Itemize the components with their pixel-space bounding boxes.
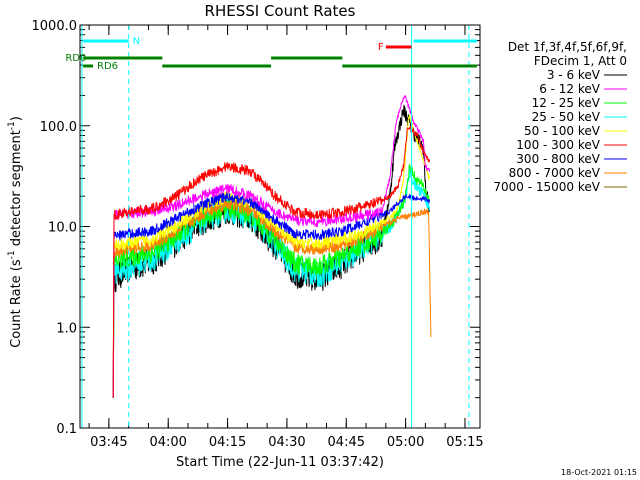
x-tick-label: 04:00 bbox=[149, 435, 186, 450]
legend-label: 7000 - 15000 keV bbox=[493, 180, 600, 194]
x-tick-label: 04:15 bbox=[209, 435, 246, 450]
attenuator-overlay: N F RD0 RD6 bbox=[65, 25, 477, 428]
series-line-7 bbox=[112, 191, 430, 398]
state-label-n: N bbox=[133, 36, 140, 47]
legend-label: 3 - 6 keV bbox=[547, 68, 601, 82]
state-label-rd6: RD6 bbox=[97, 61, 118, 72]
y-tick-label: 0.1 bbox=[56, 422, 77, 437]
legend-label: 300 - 800 keV bbox=[516, 152, 600, 166]
x-tick-labels: 03:45 04:00 04:15 04:30 04:45 05:00 05:15 bbox=[90, 435, 484, 450]
legend: Det 1f,3f,4f,5f,6f,9f, FDecim 1, Att 0 3… bbox=[493, 40, 627, 194]
y-axis-label-part-1: Count Rate (s bbox=[9, 259, 24, 348]
legend-header-line-1: Det 1f,3f,4f,5f,6f,9f, bbox=[508, 40, 627, 54]
y-tick-label: 10.0 bbox=[48, 221, 77, 236]
y-axis-label-sup-1: -1 bbox=[7, 250, 17, 259]
y-axis-label-part-3: ) bbox=[9, 116, 24, 121]
series-line-5 bbox=[112, 114, 430, 398]
footer-timestamp: 18-Oct-2021 01:15 bbox=[561, 468, 637, 477]
x-tick-label: 05:15 bbox=[446, 435, 483, 450]
series-line-6 bbox=[112, 125, 430, 398]
y-tick-label: 100.0 bbox=[40, 120, 77, 135]
series-line-4 bbox=[112, 167, 430, 398]
legend-label: 50 - 100 keV bbox=[524, 124, 601, 138]
x-tick-label: 03:45 bbox=[90, 435, 127, 450]
state-label-rd0: RD0 bbox=[65, 53, 86, 64]
y-tick-label: 1.0 bbox=[56, 321, 77, 336]
series-line-8 bbox=[112, 198, 432, 398]
x-tick-label: 05:00 bbox=[387, 435, 424, 450]
axis-ticks bbox=[80, 24, 480, 429]
x-tick-label: 04:30 bbox=[268, 435, 305, 450]
legend-label: 12 - 25 keV bbox=[532, 96, 601, 110]
y-tick-label: 1000.0 bbox=[32, 19, 78, 34]
series-line-2 bbox=[112, 95, 430, 398]
plot-frame bbox=[79, 24, 481, 429]
y-axis-label-sup-2: -1 bbox=[7, 121, 17, 130]
legend-label: 25 - 50 keV bbox=[532, 110, 601, 124]
series-layer bbox=[112, 95, 432, 398]
x-tick-label: 04:45 bbox=[328, 435, 365, 450]
plot-area: N F RD0 RD6 bbox=[65, 24, 481, 429]
legend-header-line-2: FDecim 1, Att 0 bbox=[534, 54, 627, 68]
legend-label: 800 - 7000 keV bbox=[509, 166, 601, 180]
y-tick-labels: 0.1 1.0 10.0 100.0 1000.0 bbox=[32, 19, 78, 437]
state-label-f: F bbox=[378, 42, 384, 53]
x-axis-label: Start Time (22-Jun-11 03:37:42) bbox=[176, 455, 384, 470]
y-axis-label: Count Rate (s-1 detector segment-1) bbox=[7, 116, 24, 348]
chart-title: RHESSI Count Rates bbox=[205, 2, 356, 20]
y-axis-label-part-2: detector segment bbox=[9, 130, 24, 250]
legend-label: 6 - 12 keV bbox=[539, 82, 601, 96]
legend-label: 100 - 300 keV bbox=[516, 138, 600, 152]
